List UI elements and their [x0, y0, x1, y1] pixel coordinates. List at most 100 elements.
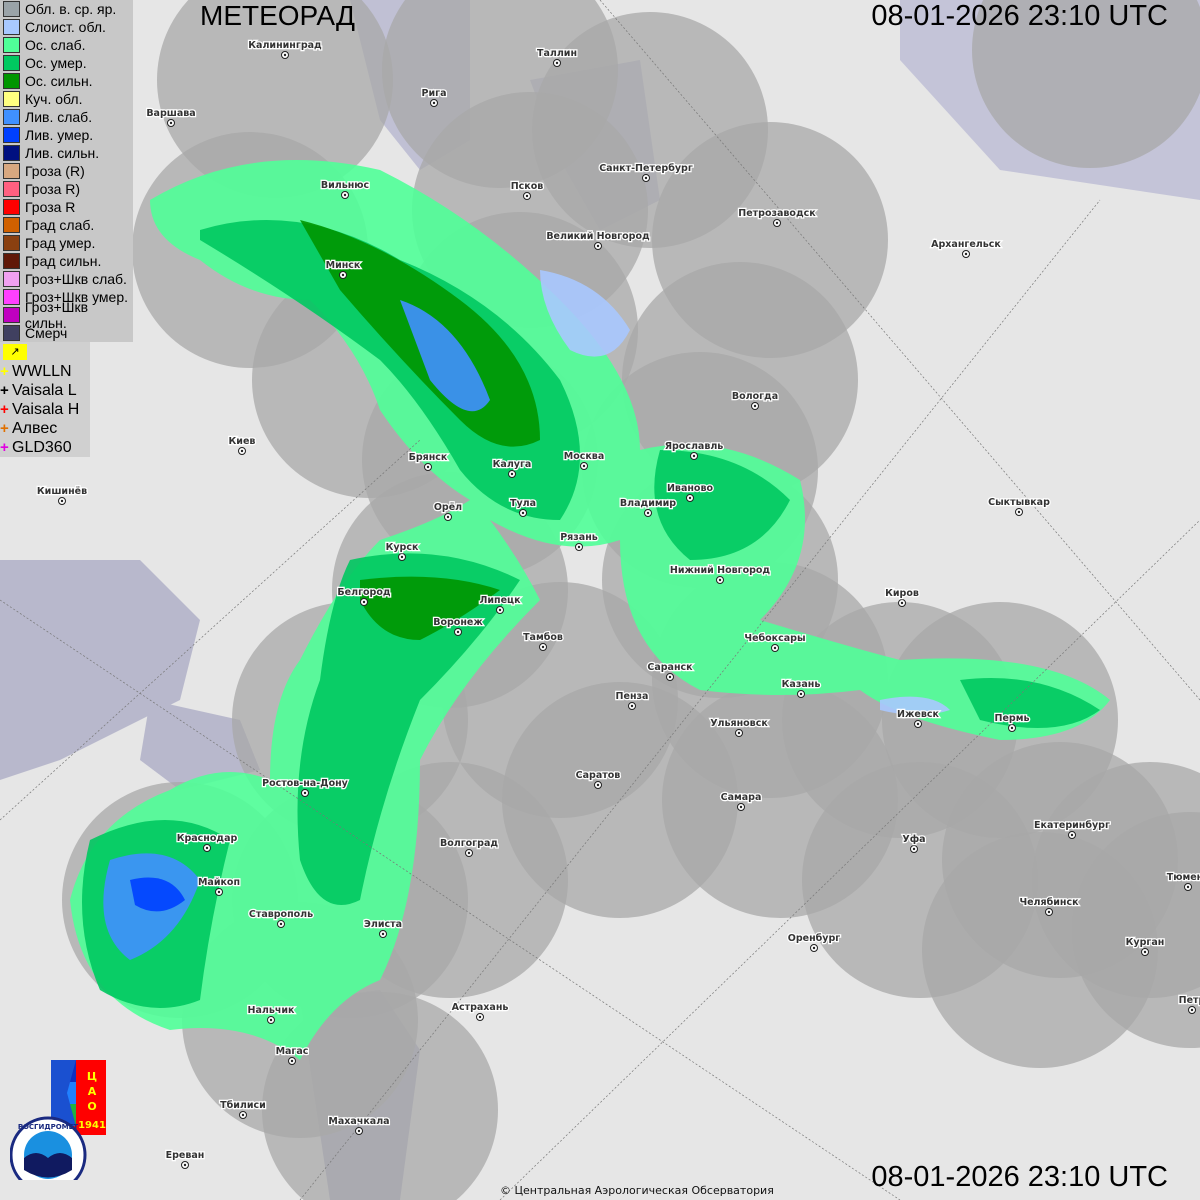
legend-swatch: [3, 145, 20, 161]
city-marker[interactable]: Пенза: [614, 690, 650, 710]
city-marker[interactable]: Элиста: [363, 918, 403, 938]
city-marker[interactable]: Сыктывкар: [987, 496, 1051, 516]
city-marker[interactable]: Ставрополь: [248, 908, 314, 928]
city-marker[interactable]: Архангельск: [930, 238, 1003, 258]
city-marker[interactable]: Казань: [780, 678, 822, 698]
legend-label: Лив. сильн.: [25, 145, 100, 161]
legend-swatch: [3, 217, 20, 233]
city-marker[interactable]: Киев: [227, 435, 257, 455]
city-marker[interactable]: Курган: [1124, 936, 1166, 956]
city-marker[interactable]: Тюмень: [1166, 871, 1200, 891]
city-label: Пермь: [995, 713, 1030, 724]
legend-item: Гроза R): [0, 180, 133, 198]
legend-swatch: [3, 1, 20, 17]
city-marker[interactable]: Ростов-на-Дону: [261, 777, 350, 797]
city-marker[interactable]: Владимир: [619, 497, 678, 517]
city-marker[interactable]: Рига: [420, 87, 448, 107]
legend-swatch: [3, 91, 20, 107]
city-marker[interactable]: Кишинёв: [36, 485, 88, 505]
city-marker[interactable]: Великий Новгород: [545, 230, 651, 250]
legend-label: Гроз+Шкв слаб.: [25, 271, 127, 287]
city-marker[interactable]: Чебоксары: [743, 632, 807, 652]
legend-item: Град слаб.: [0, 216, 133, 234]
legend-swatch: [3, 37, 20, 53]
legend-swatch: [3, 271, 20, 287]
city-marker[interactable]: Екатеринбург: [1033, 819, 1111, 839]
city-label: Вологда: [732, 391, 778, 402]
city-marker[interactable]: Пермь: [993, 712, 1031, 732]
city-marker[interactable]: Вологда: [731, 390, 779, 410]
city-marker[interactable]: Ульяновск: [709, 717, 770, 737]
city-marker[interactable]: Магас: [274, 1045, 310, 1065]
lightning-legend: ↗ + WWLLN + Vaisala L + Vaisala H + Алвес + GLD36…: [0, 342, 90, 457]
city-marker[interactable]: Брянск: [407, 451, 449, 471]
city-marker[interactable]: Майкоп: [197, 876, 241, 896]
legend-swatch: [3, 325, 20, 341]
city-label: Казань: [782, 679, 821, 690]
city-marker[interactable]: Ярославль: [663, 440, 725, 460]
city-marker[interactable]: Минск: [324, 259, 362, 279]
city-marker[interactable]: Самара: [719, 791, 763, 811]
city-label: Липецк: [479, 595, 521, 606]
lightning-source-label: Vaisala H: [12, 400, 80, 418]
legend-label: Лив. умер.: [25, 127, 94, 143]
city-marker[interactable]: Орёл: [433, 501, 463, 521]
city-marker[interactable]: Калининград: [247, 39, 323, 59]
lightning-flag-icon[interactable]: ↗: [3, 344, 27, 360]
city-marker[interactable]: Воронеж: [432, 616, 485, 636]
city-marker[interactable]: Нижний Новгород: [669, 564, 772, 584]
city-marker[interactable]: Киров: [884, 587, 920, 607]
legend-label: Град умер.: [25, 235, 96, 251]
legend-swatch: [3, 307, 20, 323]
city-marker[interactable]: Астрахань: [450, 1001, 510, 1021]
city-marker[interactable]: Ереван: [164, 1149, 206, 1169]
city-marker[interactable]: Махачкала: [327, 1115, 391, 1135]
lightning-source-item: + WWLLN: [0, 362, 90, 381]
city-label: Рязань: [560, 532, 598, 543]
timestamp-bottom: 08-01-2026 23:10 UTC: [871, 1161, 1168, 1193]
city-marker[interactable]: Белгород: [336, 586, 392, 606]
city-label: Тула: [510, 498, 536, 509]
cross-icon: +: [0, 363, 9, 380]
city-marker[interactable]: Петрозаводск: [737, 207, 818, 227]
city-marker[interactable]: Курск: [384, 541, 420, 561]
city-label: Нижний Новгород: [670, 565, 771, 576]
city-marker[interactable]: Тула: [509, 497, 537, 517]
city-marker[interactable]: Оренбург: [787, 932, 842, 952]
city-marker[interactable]: Рязань: [559, 531, 599, 551]
city-marker[interactable]: Тбилиси: [219, 1099, 267, 1119]
precipitation-area: [360, 576, 500, 640]
city-label: Калининград: [248, 40, 322, 51]
city-marker[interactable]: Тамбов: [522, 631, 564, 651]
city-label: Челябинск: [1019, 897, 1079, 908]
city-marker[interactable]: Псков: [509, 180, 545, 200]
city-marker[interactable]: Санкт-Петербург: [598, 162, 694, 182]
precip-legend: Обл. в. ср. яр. Слоист. обл. Ос. слаб. Ос. …: [0, 0, 133, 342]
city-marker[interactable]: Саратов: [574, 769, 622, 789]
city-marker[interactable]: Москва: [563, 450, 605, 470]
legend-label: Смерч: [25, 325, 68, 341]
timestamp-top: 08-01-2026 23:10 UTC: [871, 0, 1168, 32]
city-marker[interactable]: Нальчик: [246, 1004, 296, 1024]
city-label: Уфа: [902, 834, 925, 845]
legend-item: Куч. обл.: [0, 90, 133, 108]
city-marker[interactable]: Калуга: [491, 458, 533, 478]
city-label: Иваново: [667, 483, 713, 494]
city-marker[interactable]: Петр: [1177, 994, 1200, 1014]
city-marker[interactable]: Липецк: [478, 594, 522, 614]
city-marker[interactable]: Варшава: [145, 107, 197, 127]
city-marker[interactable]: Таллин: [536, 47, 578, 67]
city-marker[interactable]: Волгоград: [439, 837, 500, 857]
city-marker[interactable]: Челябинск: [1018, 896, 1080, 916]
lightning-source-label: GLD360: [12, 438, 72, 456]
city-marker[interactable]: Иваново: [666, 482, 715, 502]
city-marker[interactable]: Краснодар: [175, 832, 239, 852]
radar-coverage-circle: [972, 0, 1200, 168]
city-marker[interactable]: Ижевск: [896, 708, 941, 728]
city-marker[interactable]: Саранск: [646, 661, 694, 681]
city-label: Ставрополь: [249, 909, 313, 920]
city-marker[interactable]: Уфа: [901, 833, 927, 853]
city-label: Курган: [1126, 937, 1165, 948]
city-marker[interactable]: Вильнюс: [320, 179, 370, 199]
